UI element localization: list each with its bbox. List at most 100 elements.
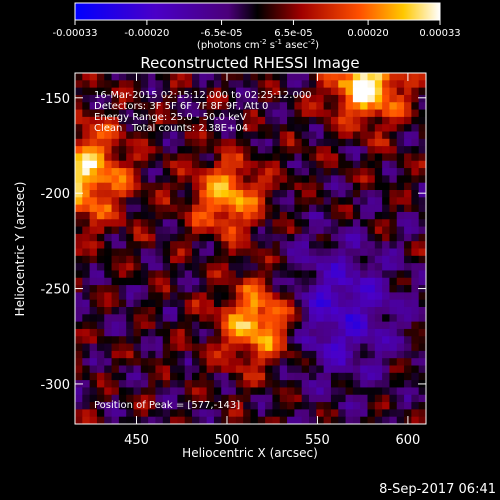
- heatmap-cell: [345, 80, 354, 89]
- heatmap-cell: [389, 197, 398, 206]
- heatmap-cell: [367, 80, 376, 89]
- heatmap-cell: [265, 109, 273, 118]
- heatmap-cell: [243, 270, 251, 279]
- heatmap-cell: [155, 248, 164, 257]
- heatmap-cell: [199, 248, 208, 257]
- heatmap-cell: [323, 190, 332, 198]
- heatmap-cell: [235, 270, 244, 279]
- heatmap-cell: [126, 124, 134, 132]
- heatmap-cell: [389, 336, 398, 344]
- heatmap-cell: [257, 277, 266, 286]
- heatmap-cell: [330, 138, 339, 147]
- heatmap-cell: [177, 160, 186, 169]
- heatmap-cell: [316, 380, 325, 388]
- heatmap-cell: [184, 328, 193, 337]
- heatmap-cell: [118, 314, 127, 323]
- heatmap-cell: [418, 168, 426, 176]
- heatmap-cell: [170, 168, 178, 176]
- heatmap-cell: [265, 94, 273, 103]
- heatmap-cell: [235, 197, 244, 206]
- heatmap-cell: [396, 292, 405, 301]
- heatmap-cell: [323, 131, 332, 140]
- heatmap-cell: [228, 387, 237, 396]
- heatmap-cell: [323, 87, 332, 96]
- heatmap-cell: [111, 248, 120, 257]
- heatmap-cell: [170, 380, 178, 388]
- heatmap-cell: [89, 314, 98, 323]
- heatmap-cell: [316, 190, 325, 198]
- heatmap-cell: [89, 292, 98, 301]
- heatmap-cell: [257, 314, 266, 323]
- heatmap-cell: [235, 168, 244, 176]
- heatmap-cell: [272, 182, 281, 191]
- heatmap-cell: [155, 204, 164, 213]
- heatmap-cell: [235, 321, 244, 330]
- heatmap-cell: [411, 197, 420, 206]
- heatmap-cell: [367, 197, 376, 206]
- heatmap-cell: [111, 182, 120, 191]
- heatmap-cell: [257, 73, 266, 81]
- heatmap-cell: [418, 190, 426, 198]
- heatmap-cell: [221, 314, 229, 323]
- heatmap-cell: [418, 233, 426, 242]
- heatmap-cell: [96, 131, 105, 140]
- heatmap-cell: [352, 263, 361, 271]
- heatmap-cell: [148, 365, 156, 374]
- heatmap-cell: [411, 160, 420, 169]
- heatmap-cell: [89, 116, 98, 125]
- heatmap-cell: [330, 87, 339, 96]
- heatmap-cell: [250, 204, 259, 213]
- heatmap-cell: [316, 219, 325, 227]
- heatmap-cell: [82, 336, 91, 344]
- heatmap-cell: [279, 160, 288, 169]
- heatmap-cell: [235, 124, 244, 132]
- heatmap-cell: [360, 328, 368, 337]
- heatmap-cell: [126, 116, 134, 125]
- heatmap-cell: [272, 211, 281, 220]
- heatmap-cell: [148, 343, 156, 352]
- heatmap-cell: [243, 109, 251, 118]
- heatmap-cell: [155, 321, 164, 330]
- heatmap-cell: [389, 350, 398, 359]
- heatmap-cell: [177, 87, 186, 96]
- heatmap-cell: [177, 365, 186, 374]
- heatmap-cell: [170, 80, 178, 89]
- heatmap-cell: [228, 204, 237, 213]
- heatmap-cell: [96, 321, 105, 330]
- heatmap-cell: [272, 314, 281, 323]
- heatmap-cell: [360, 138, 368, 147]
- heatmap-cell: [155, 219, 164, 227]
- heatmap-cell: [382, 80, 390, 89]
- heatmap-cell: [228, 402, 237, 410]
- heatmap-cell: [294, 87, 303, 96]
- heatmap-cell: [126, 299, 134, 308]
- heatmap-cell: [360, 394, 368, 403]
- heatmap-cell: [213, 299, 222, 308]
- heatmap-cell: [250, 190, 259, 198]
- heatmap-cell: [265, 138, 273, 147]
- heatmap-cell: [279, 387, 288, 396]
- heatmap-cell: [389, 277, 398, 286]
- heatmap-cell: [287, 197, 295, 206]
- heatmap-cell: [89, 146, 98, 154]
- heatmap-cell: [330, 109, 339, 118]
- heatmap-cell: [374, 197, 383, 206]
- heatmap-cell: [389, 168, 398, 176]
- heatmap-cell: [177, 394, 186, 403]
- heatmap-cell: [177, 299, 186, 308]
- heatmap-cell: [199, 292, 208, 301]
- heatmap-cell: [96, 336, 105, 344]
- heatmap-cell: [382, 233, 390, 242]
- heatmap-cell: [177, 109, 186, 118]
- heatmap-cell: [170, 153, 178, 162]
- heatmap-cell: [199, 263, 208, 271]
- heatmap-cell: [257, 131, 266, 140]
- heatmap-cell: [396, 321, 405, 330]
- heatmap-cell: [301, 416, 310, 424]
- heatmap-cell: [170, 387, 178, 396]
- heatmap-cell: [235, 277, 244, 286]
- heatmap-cell: [177, 197, 186, 206]
- heatmap-cell: [75, 248, 83, 257]
- heatmap-cell: [272, 372, 281, 381]
- heatmap-cell: [352, 131, 361, 140]
